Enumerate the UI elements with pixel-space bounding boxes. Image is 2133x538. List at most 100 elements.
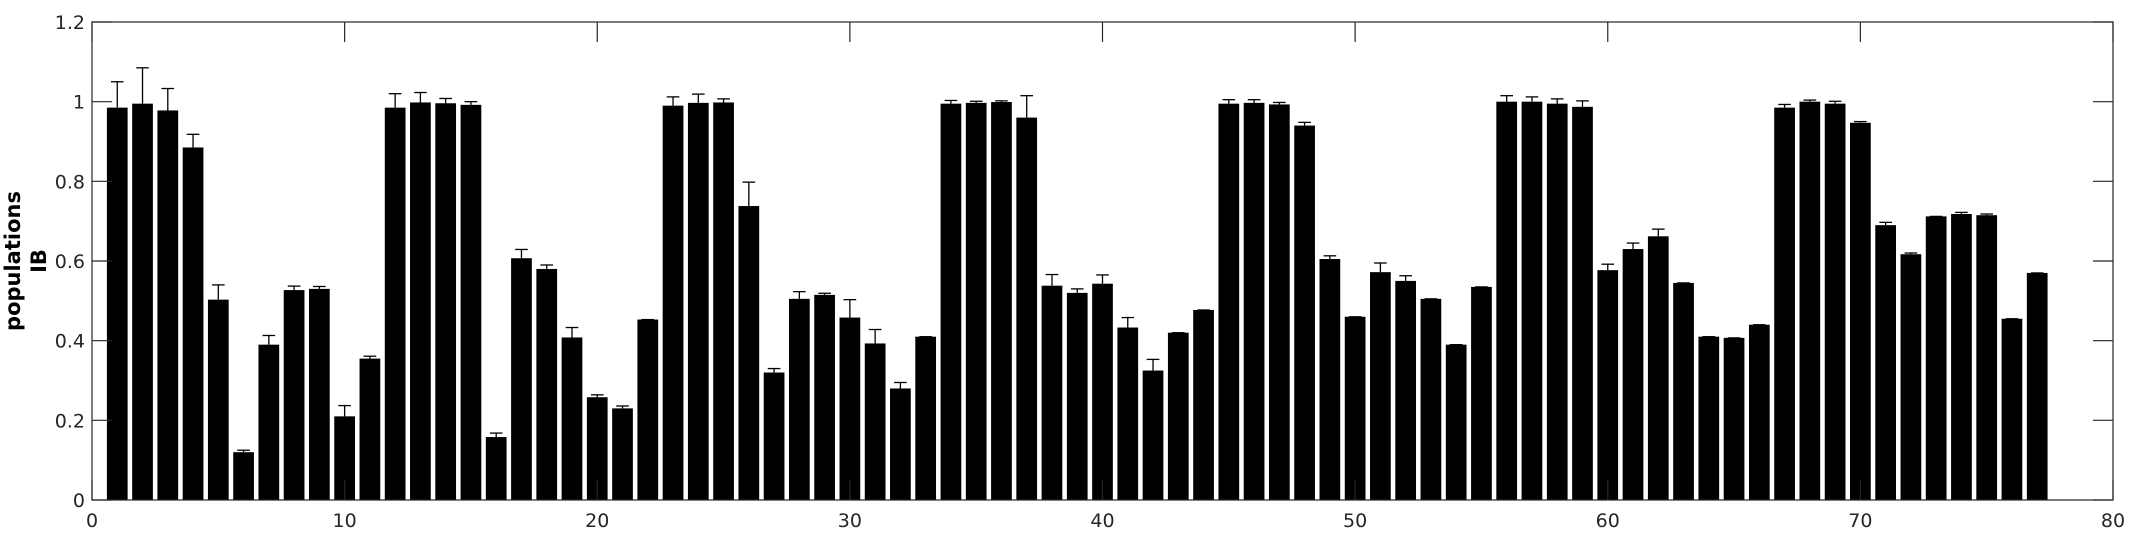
error-bar-60 — [1601, 263, 1615, 271]
bars-layer — [106, 101, 2048, 501]
bar-42 — [1142, 370, 1164, 500]
x-tick-label: 0 — [86, 510, 98, 532]
y-tick-label: 0 — [73, 490, 85, 512]
error-bar-4 — [186, 133, 200, 148]
y-axis-label-line-2: IB — [27, 249, 51, 273]
bar-34 — [940, 103, 962, 500]
error-bar-56 — [1500, 95, 1514, 102]
errorbars-layer — [110, 67, 2044, 453]
bar-26 — [738, 206, 760, 500]
bar-64 — [1698, 336, 1720, 500]
bar-47 — [1268, 104, 1290, 500]
error-bar-26 — [742, 181, 756, 207]
tick-labels-layer: 0 10 20 30 40 50 60 70 80 0 0.2 0.4 0.6 0.8 1 1.2 — [55, 12, 2125, 532]
error-bar-9 — [313, 285, 326, 289]
error-bar-31 — [868, 328, 882, 344]
bar-57 — [1521, 101, 1543, 501]
error-bar-15 — [464, 101, 478, 105]
bar-27 — [763, 372, 785, 500]
error-bar-21 — [616, 405, 629, 409]
error-bar-14 — [439, 97, 452, 104]
bar-6 — [233, 452, 254, 500]
error-bar-12 — [388, 93, 402, 108]
bar-29 — [814, 294, 835, 500]
bar-19 — [561, 337, 583, 500]
bar-67 — [1774, 107, 1795, 500]
bar-35 — [965, 102, 987, 501]
bar-50 — [1344, 316, 1366, 500]
bar-45 — [1218, 103, 1240, 500]
error-bar-23 — [666, 96, 680, 106]
bar-4 — [182, 147, 204, 500]
y-axis-label: populations IB — [1, 191, 51, 331]
bar-77 — [2026, 272, 2048, 500]
bar-75 — [1976, 215, 1998, 500]
bar-23 — [662, 105, 684, 501]
bar-54 — [1445, 344, 1467, 500]
y-tick-label: 0.2 — [55, 410, 85, 432]
bar-13 — [410, 102, 431, 501]
error-bar-74 — [1955, 211, 1968, 214]
bar-10 — [334, 416, 355, 500]
error-bar-36 — [995, 100, 1008, 103]
error-bar-58 — [1550, 98, 1564, 104]
bar-61 — [1622, 249, 1644, 500]
error-bar-41 — [1121, 316, 1135, 328]
x-tick-label: 70 — [1848, 510, 1872, 532]
error-bar-32 — [894, 381, 907, 389]
x-tick-label: 30 — [838, 510, 862, 532]
bar-11 — [359, 358, 381, 500]
y-axis-label-line-1: populations — [1, 191, 25, 331]
error-bar-62 — [1651, 228, 1665, 237]
error-bar-46 — [1247, 99, 1261, 103]
bar-62 — [1647, 236, 1669, 501]
error-bar-35 — [969, 100, 983, 103]
bar-30 — [839, 317, 861, 500]
error-bar-8 — [287, 285, 301, 291]
y-tick-label: 1 — [73, 92, 85, 114]
bar-20 — [586, 397, 608, 500]
bar-5 — [207, 299, 229, 500]
bar-28 — [788, 298, 810, 500]
bar-22 — [637, 319, 659, 500]
error-bar-13 — [414, 91, 427, 103]
error-bar-69 — [1828, 100, 1842, 104]
error-bar-5 — [212, 284, 225, 300]
bar-56 — [1496, 101, 1518, 501]
error-bar-2 — [136, 67, 149, 104]
bar-51 — [1370, 272, 1391, 500]
bar-16 — [485, 437, 507, 500]
x-tick-label: 40 — [1090, 510, 1114, 532]
bar-9 — [309, 288, 330, 500]
bar-17 — [511, 258, 532, 500]
error-bar-18 — [540, 264, 554, 269]
bar-48 — [1294, 125, 1315, 500]
bar-3 — [157, 110, 179, 501]
error-bar-30 — [843, 298, 857, 318]
error-bar-42 — [1146, 358, 1160, 371]
bar-41 — [1117, 327, 1139, 500]
error-bar-3 — [161, 87, 175, 111]
bar-55 — [1471, 286, 1492, 500]
error-bar-6 — [237, 449, 250, 453]
error-bar-70 — [1854, 120, 1867, 123]
error-bar-24 — [691, 93, 705, 103]
bar-43 — [1167, 332, 1189, 500]
error-bar-1 — [110, 81, 124, 108]
bar-7 — [258, 344, 280, 500]
error-bar-17 — [515, 248, 528, 259]
bar-60 — [1597, 270, 1619, 500]
error-bar-47 — [1273, 101, 1286, 105]
bar-15 — [460, 104, 482, 500]
bar-68 — [1799, 101, 1821, 501]
bar-8 — [283, 290, 305, 500]
y-tick-label: 0.8 — [55, 171, 85, 193]
bar-38 — [1041, 285, 1063, 500]
bar-76 — [2001, 318, 2023, 500]
bar-74 — [1951, 214, 1972, 500]
y-tick-label: 0.4 — [55, 331, 85, 353]
error-bar-39 — [1070, 288, 1084, 293]
error-bar-71 — [1879, 221, 1892, 226]
